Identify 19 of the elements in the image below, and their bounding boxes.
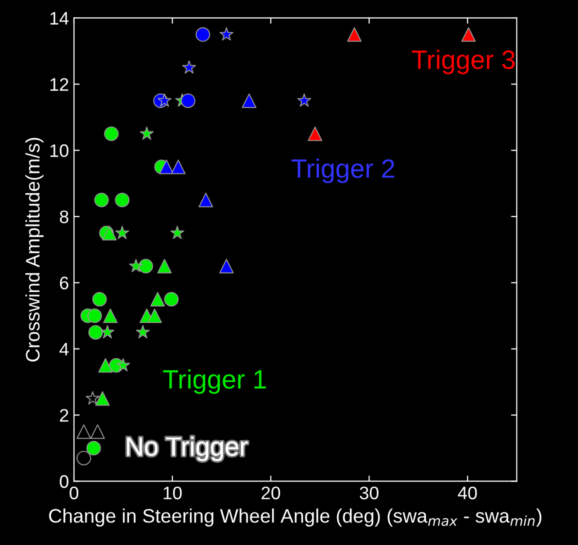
x-tick-label: 20 (262, 486, 280, 500)
y-tick-label: 6 (60, 276, 68, 290)
x-tick-label: 0 (70, 486, 78, 500)
x-tick-label: 30 (360, 486, 378, 500)
y-axis-title: Crosswind Amplitude(m/s) (25, 138, 44, 362)
x-tick-label: 40 (458, 486, 477, 500)
x-tick-label: 10 (164, 486, 182, 500)
x-axis-title: Change in Steering Wheel Angle (deg) (swa$_{max}$ - swa$_{min}$) (49, 508, 542, 527)
annotation: Trigger 2 (292, 158, 394, 184)
y-tick-label: 2 (60, 408, 68, 422)
y-tick-label: 14 (50, 12, 69, 25)
y-tick-label: 12 (50, 78, 68, 91)
annotation: Trigger 1 (163, 369, 266, 394)
annotation: No Trigger (127, 436, 248, 462)
y-tick-label: 0 (60, 475, 68, 488)
y-tick-label: 8 (60, 210, 68, 224)
y-tick-label: 4 (59, 343, 69, 356)
annotation: Trigger 3 (412, 50, 515, 74)
y-tick-label: 10 (50, 144, 68, 158)
